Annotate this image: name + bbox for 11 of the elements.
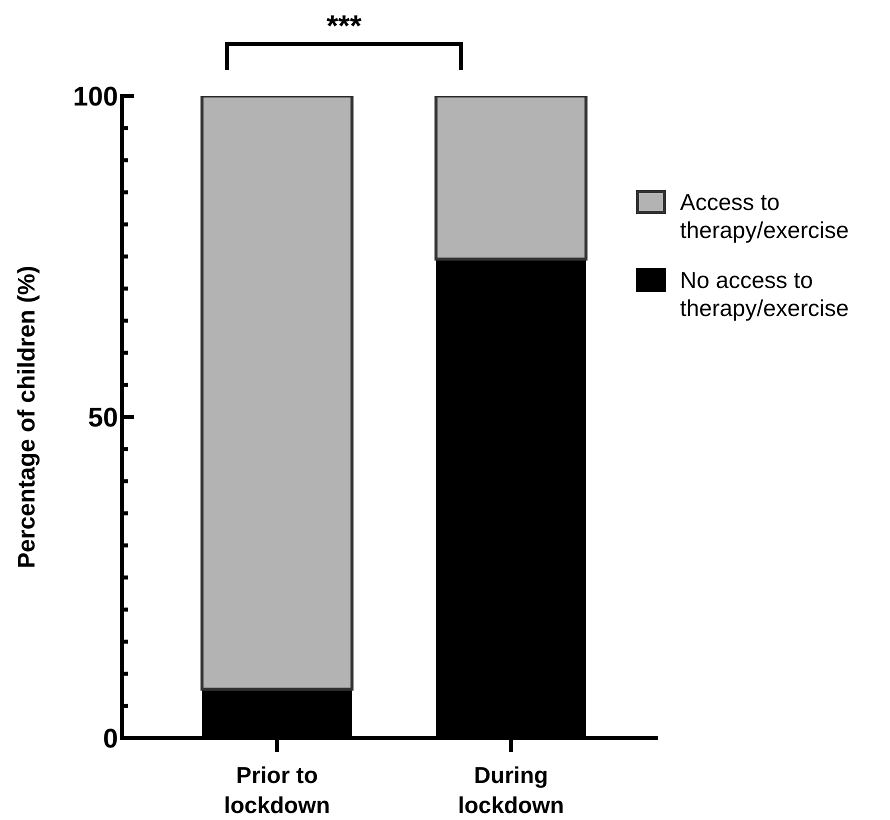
legend-label: Access to therapy/exercise <box>680 188 850 244</box>
y-tick-label: 50 <box>88 402 118 432</box>
bar <box>434 96 588 261</box>
y-tick-label: 100 <box>72 81 118 112</box>
legend-label: No access to therapy/exercise <box>680 266 850 322</box>
x-tick-label: During lockdown <box>456 761 566 820</box>
x-tick-label: Prior to lockdown <box>222 761 332 820</box>
text: *** <box>325 10 363 44</box>
bar <box>200 96 354 691</box>
y-tick-label: 0 <box>102 723 118 754</box>
y-axis-title: Percentage of children (%) <box>14 266 41 568</box>
